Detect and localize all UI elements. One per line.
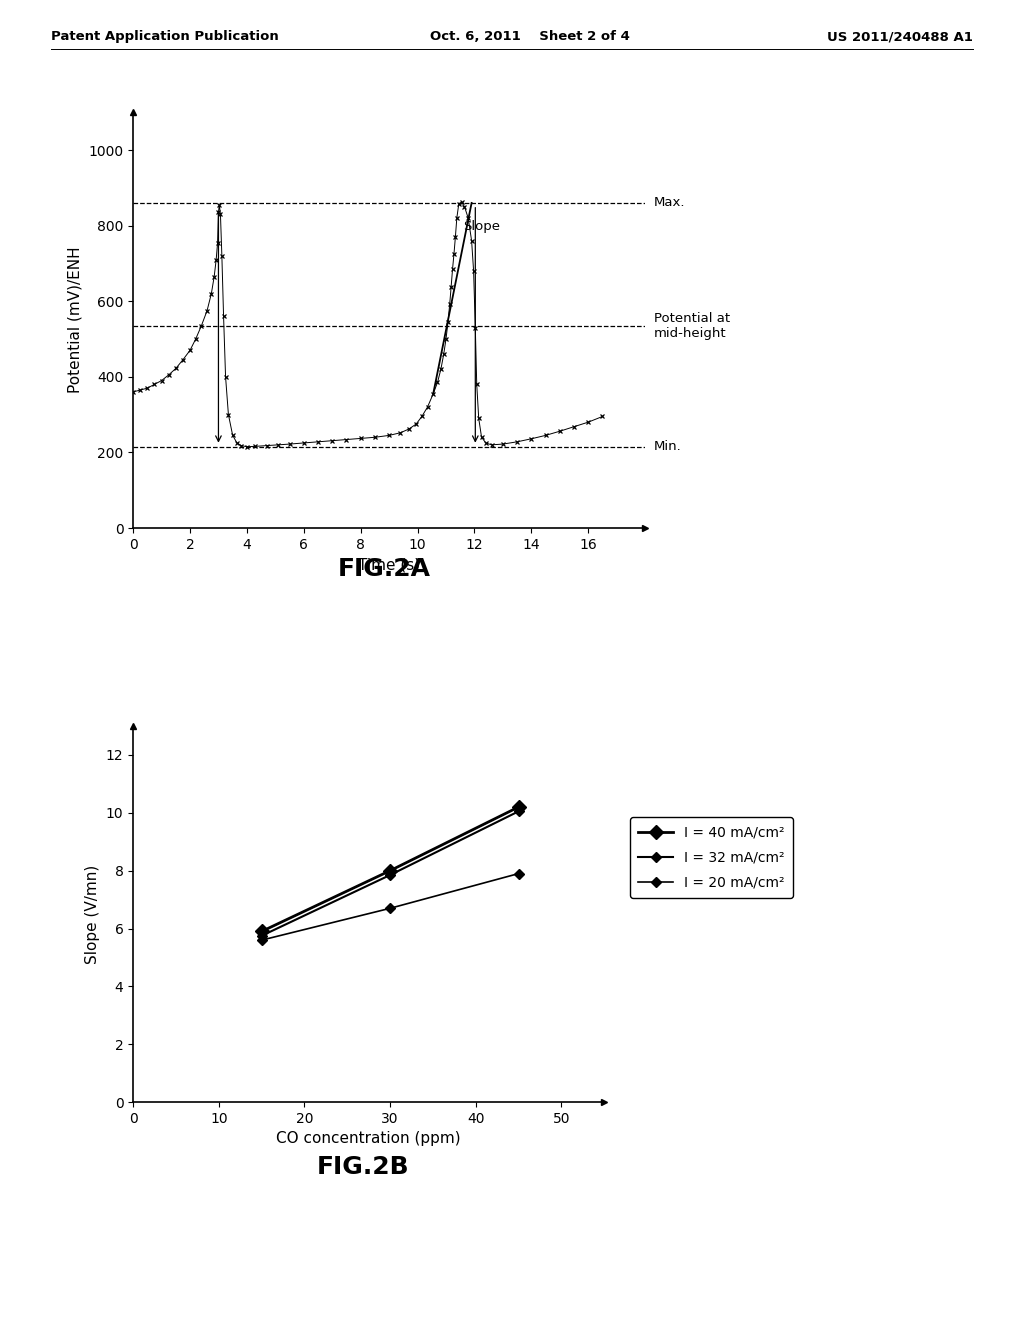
Line: I = 40 mA/cm²: I = 40 mA/cm² bbox=[257, 803, 523, 936]
Line: I = 20 mA/cm²: I = 20 mA/cm² bbox=[258, 870, 522, 944]
Text: Max.: Max. bbox=[653, 197, 685, 210]
Text: Oct. 6, 2011    Sheet 2 of 4: Oct. 6, 2011 Sheet 2 of 4 bbox=[430, 30, 630, 44]
X-axis label: Time (s): Time (s) bbox=[358, 557, 420, 573]
I = 20 mA/cm² bbox=[255, 932, 267, 948]
I = 40 mA/cm² bbox=[255, 924, 267, 940]
Text: FIG.2A: FIG.2A bbox=[338, 557, 430, 581]
I = 32 mA/cm² bbox=[512, 804, 524, 820]
I = 32 mA/cm² bbox=[384, 867, 396, 883]
Text: Min.: Min. bbox=[653, 441, 681, 453]
I = 40 mA/cm² bbox=[384, 863, 396, 879]
Y-axis label: Slope (V/mn): Slope (V/mn) bbox=[85, 865, 100, 964]
Line: I = 32 mA/cm²: I = 32 mA/cm² bbox=[258, 808, 522, 940]
I = 20 mA/cm² bbox=[384, 900, 396, 916]
X-axis label: CO concentration (ppm): CO concentration (ppm) bbox=[276, 1131, 461, 1147]
Text: Potential at
mid-height: Potential at mid-height bbox=[653, 312, 730, 339]
I = 20 mA/cm² bbox=[512, 866, 524, 882]
Text: FIG.2B: FIG.2B bbox=[317, 1155, 410, 1179]
Legend: I = 40 mA/cm², I = 32 mA/cm², I = 20 mA/cm²: I = 40 mA/cm², I = 32 mA/cm², I = 20 mA/… bbox=[630, 817, 793, 898]
Text: US 2011/240488 A1: US 2011/240488 A1 bbox=[827, 30, 973, 44]
Text: Patent Application Publication: Patent Application Publication bbox=[51, 30, 279, 44]
I = 32 mA/cm² bbox=[255, 928, 267, 944]
Text: Slope: Slope bbox=[463, 220, 500, 234]
I = 40 mA/cm² bbox=[512, 799, 524, 814]
Y-axis label: Potential (mV)/ENH: Potential (mV)/ENH bbox=[68, 247, 83, 393]
